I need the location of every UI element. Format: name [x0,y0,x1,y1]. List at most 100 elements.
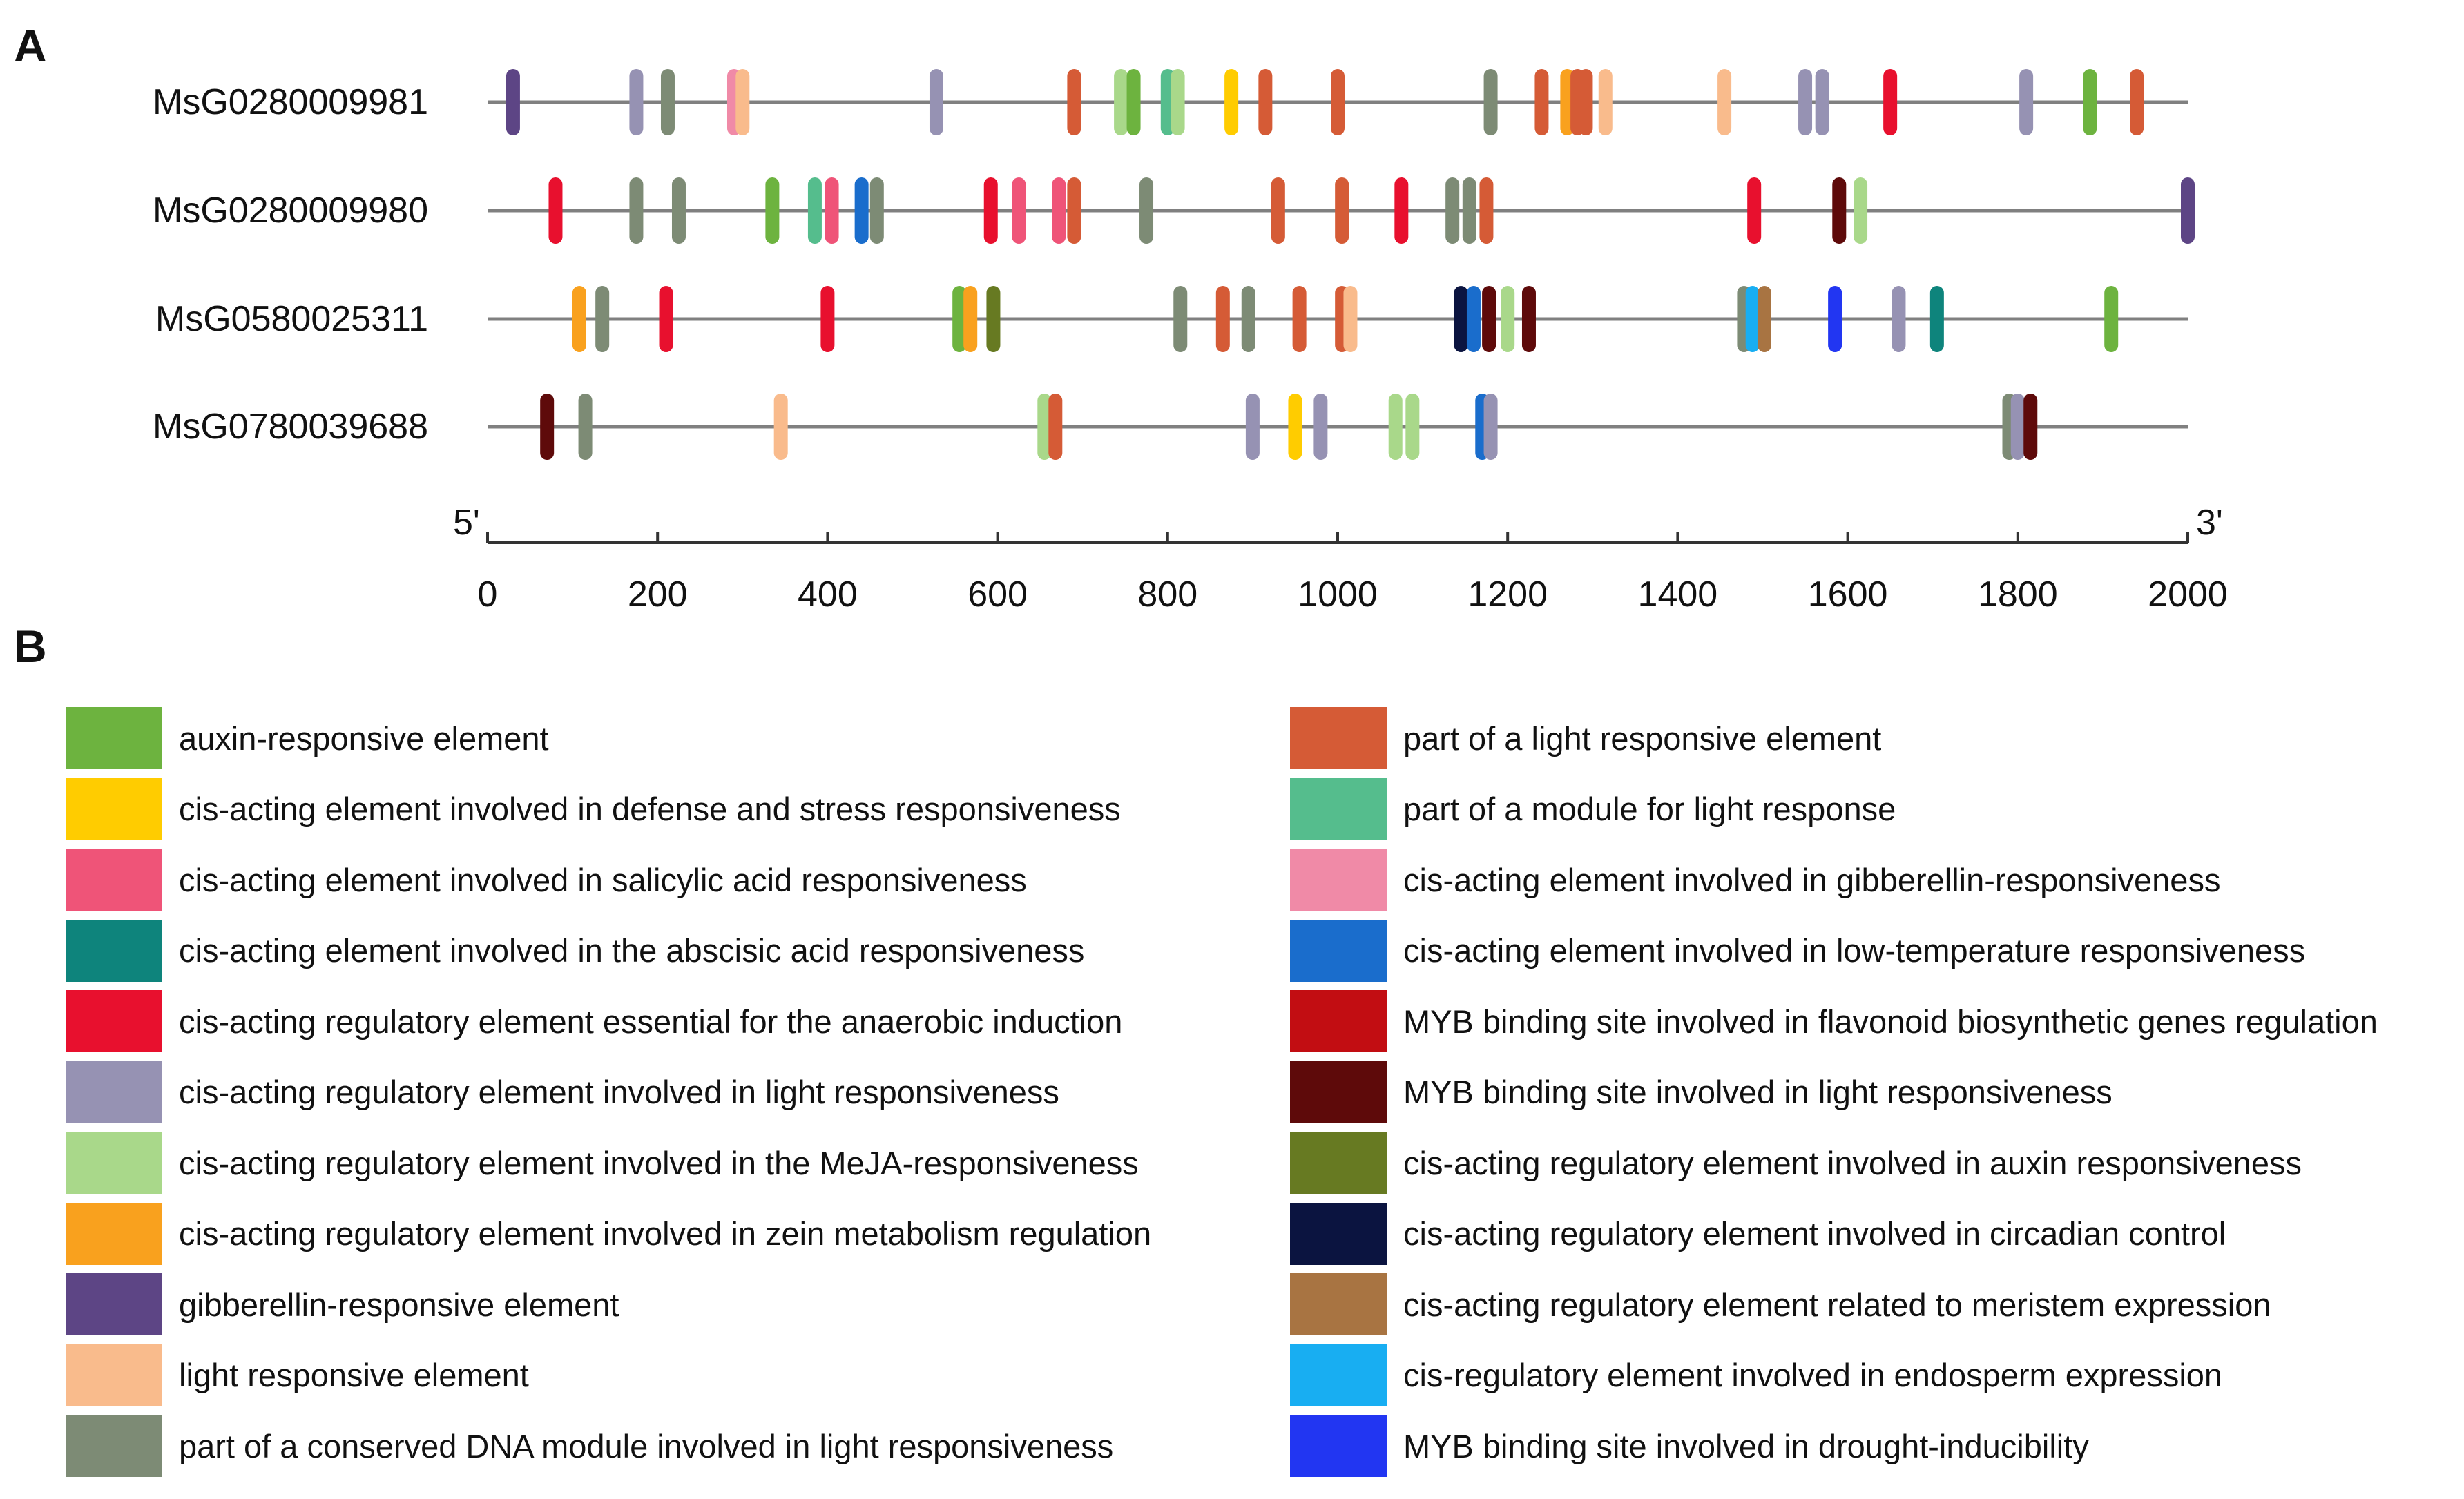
element-mark-auxin [765,177,780,244]
legend-swatch [66,1273,162,1336]
gene-name-label: MsG0780039688 [153,407,428,447]
element-mark-meja [1501,286,1515,352]
legend-item-conserved-dna: part of a conserved DNA module involved … [66,1411,1151,1482]
legend-swatch [66,1132,162,1195]
legend-label: cis-acting element involved in low-tempe… [1403,932,2306,969]
legend-swatch [66,1344,162,1406]
element-mark-part-light [1067,177,1081,244]
x-tick-label: 200 [628,574,688,615]
legend-label: cis-acting element involved in the absci… [179,932,1085,969]
three-prime-label: 3' [2196,503,2223,543]
element-mark-meja [1405,394,1420,460]
legend-item-defense: cis-acting element involved in defense a… [66,774,1151,845]
element-mark-meja [1388,394,1403,460]
legend-item-auxin-reg: cis-acting regulatory element involved i… [1290,1128,2378,1199]
legend-label: MYB binding site involved in light respo… [1403,1074,2112,1111]
element-mark-myb-light [1482,286,1496,352]
element-mark-auxin [952,286,967,352]
element-mark-meja [1037,394,1052,460]
element-mark-myb-light [540,394,555,460]
element-mark-gib-element [506,69,520,135]
gene-track: MsG0780039688 [153,394,2188,460]
element-mark-part-light [1258,69,1273,135]
x-tick-label: 0 [478,574,498,615]
legend-label: cis-acting element involved in defense a… [179,791,1121,828]
legend-label: auxin-responsive element [179,719,549,757]
element-mark-salicylic [1012,177,1026,244]
element-mark-myb-light [1521,286,1536,352]
legend-label: cis-acting element involved in salicylic… [179,861,1027,898]
legend-item-light-reg: cis-acting regulatory element involved i… [66,1057,1151,1128]
gene-name-label: MsG0580025311 [155,299,428,339]
element-mark-meristem [1757,286,1771,352]
element-mark-part-light [1292,286,1307,352]
legend-swatch [1290,990,1387,1053]
legend-item-meristem: cis-acting regulatory element related to… [1290,1269,2378,1340]
legend-item-myb-drought: MYB binding site involved in drought-ind… [1290,1411,2378,1482]
element-mark-anaerobic [1747,177,1762,244]
x-tick-label: 1600 [1808,574,1888,615]
x-tick-label: 600 [968,574,1028,615]
element-mark-auxin [2104,286,2119,352]
element-mark-part-light [1534,69,1549,135]
legend-label: part of a module for light response [1403,791,1896,828]
legend-swatch [66,707,162,770]
x-tick-label: 2000 [2148,574,2228,615]
element-mark-light-reg [1815,69,1829,135]
legend-item-myb-light: MYB binding site involved in light respo… [1290,1057,2378,1128]
legend-swatch [66,919,162,982]
legend-swatch [66,849,162,911]
element-mark-myb-light [2023,394,2038,460]
legend-swatch [1290,707,1387,770]
legend-item-auxin: auxin-responsive element [66,703,1151,774]
element-mark-conserved-dna [1139,177,1154,244]
element-mark-anaerobic [820,286,835,352]
legend-swatch [66,777,162,840]
element-mark-light-reg [1313,394,1328,460]
element-mark-module-light [807,177,822,244]
element-mark-anaerobic [983,177,998,244]
x-axis: 0 200 400 600 800 1000 1200 1400 1600 1800 2000 5' 3… [453,503,2228,615]
legend-label: MYB binding site involved in drought-ind… [1403,1427,2089,1464]
legend-item-light-element: light responsive element [66,1340,1151,1411]
element-mark-part-light [1331,69,1345,135]
promoter-element-diagram: MsG0280009981 MsG0280009980 MsG0580025311 M… [153,69,2228,615]
element-mark-zein [963,286,978,352]
element-mark-defense [1224,69,1239,135]
legend-right-column: part of a light responsive element part o… [1290,703,2378,1482]
five-prime-label: 5' [453,503,480,543]
legend-swatch [66,1415,162,1478]
x-tick-label: 1200 [1467,574,1548,615]
legend-label: gibberellin-responsive element [179,1286,619,1323]
x-tick-label: 1400 [1638,574,1718,615]
element-mark-part-light [1479,177,1494,244]
element-mark-conserved-dna [595,286,610,352]
element-mark-light-reg [2010,394,2025,460]
element-mark-light-element [1717,69,1732,135]
legend-item-myb-flav: MYB binding site involved in flavonoid b… [1290,986,2378,1057]
gene-name-label: MsG0280009980 [153,191,428,231]
legend-left-column: auxin-responsive element cis-acting eleme… [66,703,1151,1482]
element-mark-conserved-dna [671,177,686,244]
legend-item-lowtemp: cis-acting element involved in low-tempe… [1290,916,2378,987]
element-mark-part-light [1067,69,1081,135]
element-mark-part-light [1271,177,1285,244]
legend-label: cis-acting regulatory element involved i… [1403,1144,2302,1181]
legend-label: cis-acting element involved in gibberell… [1403,861,2221,898]
element-mark-conserved-dna [1483,69,1498,135]
legend-item-anaerobic: cis-acting regulatory element essential … [66,986,1151,1057]
element-mark-auxin-reg [986,286,1001,352]
legend-label: part of a conserved DNA module involved … [179,1427,1114,1464]
x-tick-label: 800 [1137,574,1197,615]
legend-label: light responsive element [179,1357,529,1394]
element-mark-conserved-dna [660,69,675,135]
legend-item-aba: cis-acting element involved in the absci… [66,916,1151,987]
legend-swatch [1290,1132,1387,1195]
element-mark-anaerobic [548,177,563,244]
element-mark-light-reg [1245,394,1260,460]
legend-swatch [1290,777,1387,840]
legend-item-meja: cis-acting regulatory element involved i… [66,1128,1151,1199]
element-mark-anaerobic [1883,69,1898,135]
element-mark-circadian [1454,286,1468,352]
element-mark-light-element [1343,286,1358,352]
